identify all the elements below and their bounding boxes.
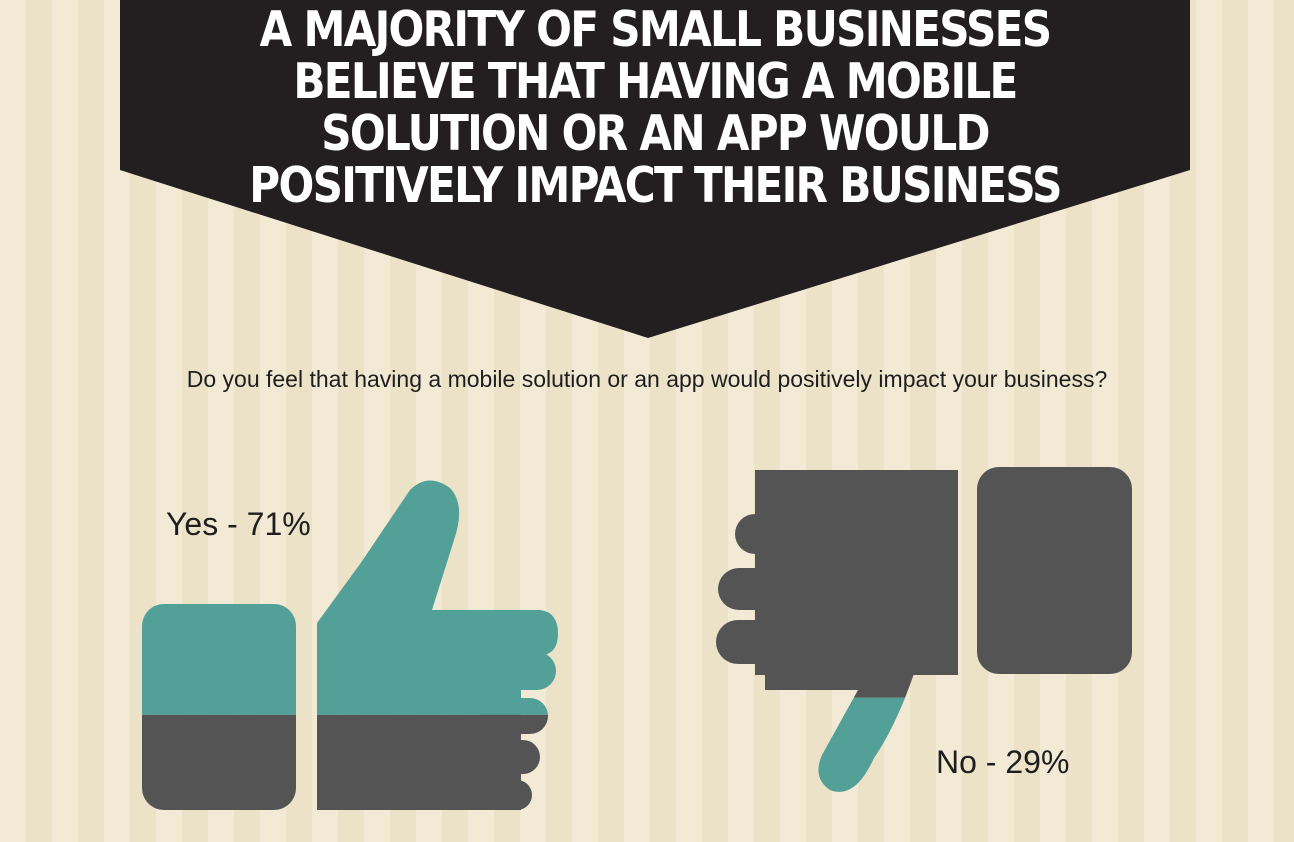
up-part-5-b	[480, 740, 540, 774]
down-part-2-a	[735, 514, 795, 554]
up-part-3-a	[480, 652, 556, 690]
up-part-1-a	[317, 480, 558, 656]
thumbs-up-yes-fill	[142, 480, 558, 715]
up-part-6-b	[480, 780, 532, 810]
headline-banner	[120, 0, 1190, 338]
thumbs-down-no-fill	[818, 697, 906, 792]
up-part-4-b	[480, 714, 548, 734]
survey-question: Do you feel that having a mobile solutio…	[186, 366, 1108, 392]
no-percent-label: No - 29%	[936, 744, 1070, 780]
down-part-0-a	[977, 467, 1132, 674]
down-part-5-a	[765, 655, 920, 698]
down-part-3-a	[718, 568, 790, 610]
down-part-4-a	[716, 620, 796, 664]
up-part-0-b	[142, 714, 296, 810]
thumbs-down-icon	[716, 467, 1132, 792]
down-part-5-b	[818, 697, 906, 792]
thumbs-up-icon	[142, 480, 558, 810]
page-title: A MAJORITY OF SMALL BUSINESSES BELIEVE T…	[249, 1, 1062, 214]
banner-arrow-shape	[120, 0, 1190, 338]
up-part-0-a	[142, 604, 296, 715]
thumbs-up-remainder-fill	[142, 714, 548, 810]
up-part-4-a	[480, 698, 548, 715]
yes-percent-label: Yes - 71%	[166, 506, 311, 542]
thumbs-down-remainder-fill	[716, 467, 1132, 698]
